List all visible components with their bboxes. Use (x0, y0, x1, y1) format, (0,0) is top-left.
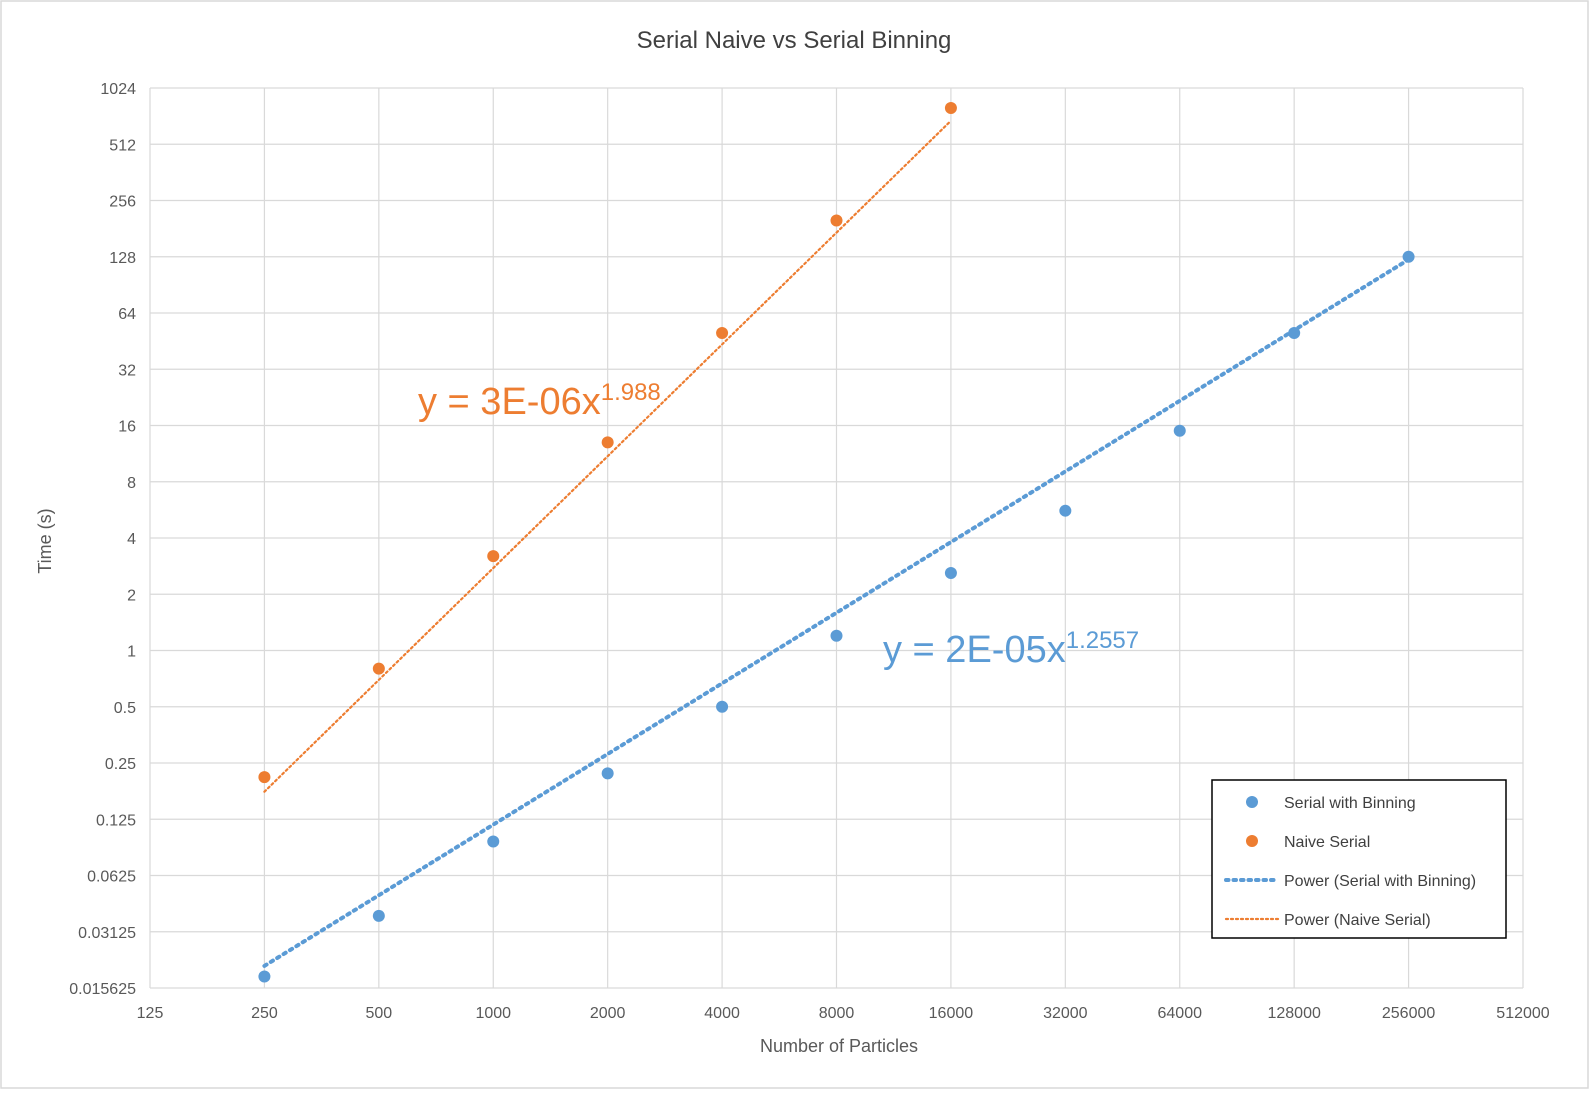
trend-layer (262, 119, 1411, 968)
equation-exponent: 1.2557 (1066, 627, 1139, 654)
y-tick-label: 32 (118, 362, 136, 379)
trendline-binning (262, 257, 1411, 968)
y-tick-label: 8 (127, 475, 136, 492)
x-tick-label: 512000 (1496, 1005, 1549, 1022)
y-tick-label: 1024 (100, 81, 136, 98)
x-tick-label: 250 (251, 1005, 278, 1022)
tick-layer: 125 250 500 1000 2000 4000 8000 16000 32000 64000… (69, 81, 1550, 1022)
legend-label: Naive Serial (1284, 834, 1370, 851)
binning-data-point (1059, 504, 1072, 517)
y-tick-label: 1 (127, 644, 136, 661)
equation-base: y = 3E-06x (418, 381, 601, 423)
x-tick-label: 500 (365, 1005, 392, 1022)
x-tick-label: 32000 (1043, 1005, 1088, 1022)
y-axis-title: Time (s) (35, 508, 55, 573)
x-axis-title: Number of Particles (760, 1036, 918, 1056)
legend-marker (1246, 796, 1258, 808)
legend-label: Serial with Binning (1284, 795, 1416, 812)
y-tick-label: 128 (109, 250, 136, 267)
y-tick-label: 0.03125 (78, 925, 136, 942)
y-tick-label: 0.0625 (87, 869, 136, 886)
y-tick-label: 4 (127, 531, 136, 548)
naive-data-point (716, 327, 729, 340)
trendline-equation-naive: y = 3E-06x1.988 (418, 379, 661, 423)
x-tick-label: 16000 (929, 1005, 974, 1022)
binning-data-point (1402, 250, 1415, 263)
y-tick-label: 2 (127, 587, 136, 604)
binning-data-point (372, 909, 385, 922)
trendline-equation-binning: y = 2E-05x1.2557 (883, 627, 1139, 671)
x-tick-label: 128000 (1267, 1005, 1320, 1022)
binning-data-point (1173, 424, 1186, 437)
y-tick-label: 0.015625 (69, 981, 136, 998)
x-tick-label: 125 (137, 1005, 164, 1022)
legend-label: Power (Serial with Binning) (1284, 873, 1476, 890)
naive-data-point (258, 771, 271, 784)
binning-data-point (487, 835, 500, 848)
binning-data-point (1288, 327, 1301, 340)
y-tick-label: 256 (109, 194, 136, 211)
naive-data-point (830, 214, 843, 227)
naive-data-point (372, 662, 385, 675)
binning-data-point (944, 566, 957, 579)
x-tick-label: 8000 (819, 1005, 855, 1022)
y-tick-label: 0.125 (96, 812, 136, 829)
legend-marker (1246, 835, 1258, 847)
equation-exponent: 1.988 (601, 379, 661, 406)
x-tick-label: 2000 (590, 1005, 626, 1022)
x-tick-label: 1000 (475, 1005, 511, 1022)
naive-data-point (944, 102, 957, 115)
y-tick-label: 64 (118, 306, 136, 323)
x-tick-label: 64000 (1158, 1005, 1203, 1022)
equation-layer: y = 2E-05x1.2557 y = 3E-06x1.988 (418, 379, 1139, 671)
binning-data-point (830, 629, 843, 642)
legend-label: Power (Naive Serial) (1284, 912, 1431, 929)
point-layer (258, 102, 1415, 983)
binning-data-point (258, 970, 271, 983)
legend: Serial with Binning Naive Serial Power (Se… (1211, 779, 1507, 939)
grid-layer (149, 87, 1524, 989)
x-tick-label: 4000 (704, 1005, 740, 1022)
equation-base: y = 2E-05x (883, 629, 1066, 671)
binning-data-point (601, 767, 614, 780)
y-tick-label: 0.25 (105, 756, 136, 773)
y-tick-label: 0.5 (114, 700, 136, 717)
binning-data-point (716, 700, 729, 713)
x-tick-label: 256000 (1382, 1005, 1435, 1022)
trendline-naive (263, 119, 953, 793)
naive-data-point (487, 550, 500, 563)
legend-box (1211, 779, 1507, 939)
y-tick-label: 16 (118, 419, 136, 436)
naive-data-point (601, 436, 614, 449)
y-tick-label: 512 (109, 137, 136, 154)
chart-title: Serial Naive vs Serial Binning (637, 27, 952, 54)
